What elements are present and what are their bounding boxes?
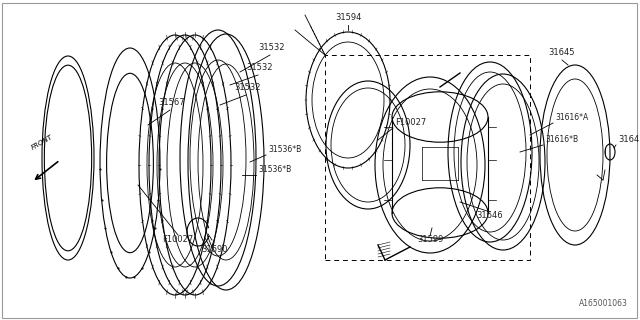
Text: FRONT: FRONT (30, 134, 54, 151)
Text: 31532: 31532 (247, 63, 273, 72)
Text: 31536*B: 31536*B (268, 145, 301, 154)
Text: 31646: 31646 (477, 211, 503, 220)
Text: 31690: 31690 (202, 245, 228, 254)
Text: 31594: 31594 (335, 13, 361, 22)
Bar (325, 55, 530, 260)
Text: A165001063: A165001063 (579, 299, 628, 308)
Text: 31536*B: 31536*B (258, 165, 291, 174)
Text: 31616*B: 31616*B (545, 135, 578, 144)
Text: 31645: 31645 (548, 48, 575, 57)
Text: F10027: F10027 (163, 235, 194, 244)
Text: 31616*A: 31616*A (555, 113, 588, 122)
Text: 31599: 31599 (417, 235, 443, 244)
Text: 31532: 31532 (259, 43, 285, 52)
Text: F10027: F10027 (395, 118, 426, 127)
Text: 31532: 31532 (235, 83, 261, 92)
Text: 31647: 31647 (618, 135, 640, 144)
Text: 31567: 31567 (159, 98, 186, 107)
